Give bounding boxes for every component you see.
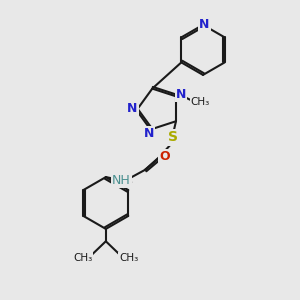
Text: CH₃: CH₃ — [73, 253, 92, 263]
Text: N: N — [127, 102, 137, 115]
Text: S: S — [168, 130, 178, 144]
Text: N: N — [176, 88, 187, 101]
Text: N: N — [199, 18, 210, 32]
Text: NH: NH — [112, 174, 131, 187]
Text: O: O — [159, 150, 169, 163]
Text: N: N — [144, 127, 154, 140]
Text: CH₃: CH₃ — [191, 97, 210, 107]
Text: CH₃: CH₃ — [119, 253, 138, 263]
